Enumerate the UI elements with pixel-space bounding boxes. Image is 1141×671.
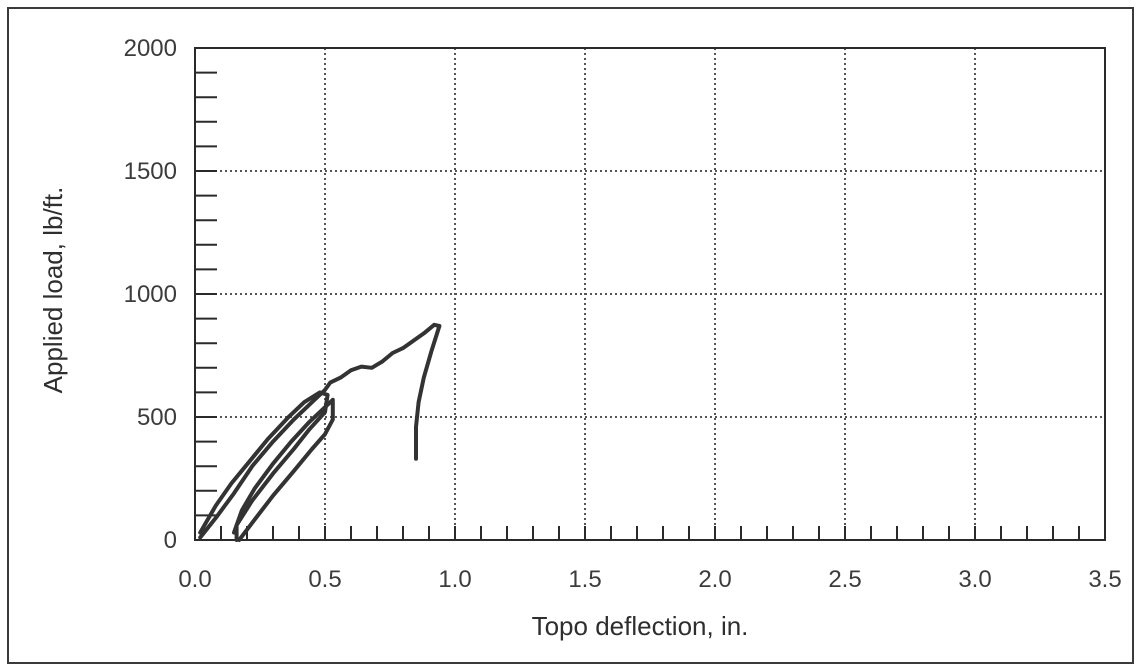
x-axis-title: Topo deflection, in. [532,611,749,641]
x-tick-label: 2.0 [698,566,731,593]
series-line-2 [198,390,330,542]
grid [195,48,1105,540]
y-tick-label: 0 [164,527,177,554]
series-group [198,322,442,542]
x-tick-label: 1.5 [568,566,601,593]
x-tick-label: 0.5 [308,566,341,593]
y-tick-label: 2000 [124,35,177,62]
x-tick-label: 1.0 [438,566,471,593]
x-tick-label: 0.0 [178,566,211,593]
x-tick-label: 2.5 [828,566,861,593]
x-tick-label: 3.0 [958,566,991,593]
x-tick-label: 3.5 [1088,566,1121,593]
y-tick-label: 1500 [124,158,177,185]
tick-labels: 0.0 0.5 1.0 1.5 2.0 2.5 3.0 3.5 0 500 1000 1500 2000 [124,35,1122,593]
axes [194,47,1106,541]
series-line-3 [232,397,335,542]
y-tick-label: 500 [137,404,177,431]
y-tick-label: 1000 [124,281,177,308]
y-axis-title: Applied load, lb/ft. [38,187,68,394]
series-line-1 [198,322,442,540]
